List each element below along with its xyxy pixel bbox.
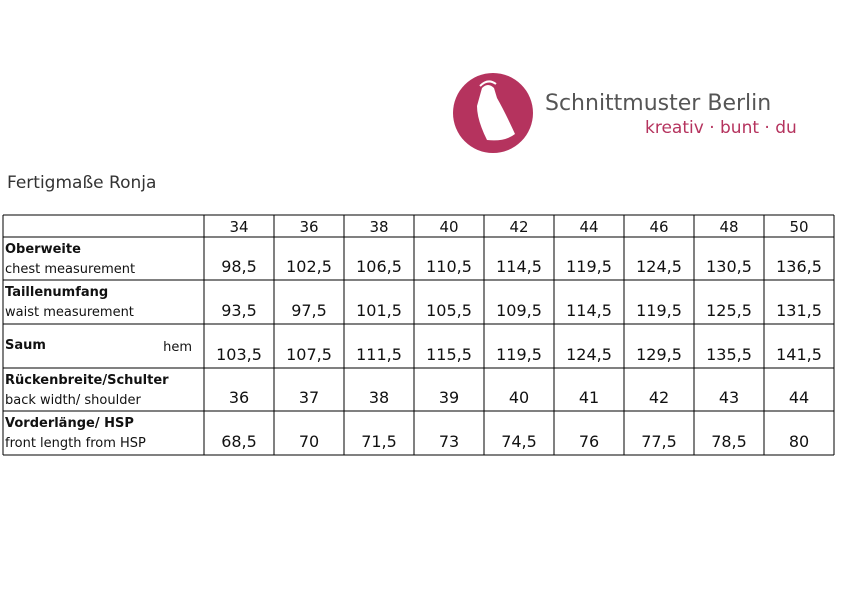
size-header: 42 [509, 218, 528, 236]
cell-value: 102,5 [286, 257, 332, 276]
cell-value: 130,5 [706, 257, 752, 276]
cell-value: 107,5 [286, 345, 332, 364]
logo: Schnittmuster Berlin kreativ · bunt · du [453, 73, 797, 153]
size-header: 48 [719, 218, 738, 236]
cell-value: 41 [579, 388, 599, 407]
row-label: Vorderlänge/ HSP [5, 416, 134, 431]
cell-value: 73 [439, 432, 459, 451]
cell-value: 71,5 [361, 432, 397, 451]
cell-value: 80 [789, 432, 809, 451]
cell-value: 105,5 [426, 301, 472, 320]
row-sublabel: front length from HSP [5, 436, 146, 451]
size-header: 40 [439, 218, 458, 236]
size-header: 46 [649, 218, 668, 236]
cell-value: 40 [509, 388, 529, 407]
logo-tagline: kreativ · bunt · du [645, 118, 797, 138]
row-sublabel: waist measurement [5, 305, 134, 320]
cell-value: 124,5 [636, 257, 682, 276]
row-label: Saum [5, 338, 46, 353]
cell-value: 103,5 [216, 345, 262, 364]
size-header: 36 [299, 218, 318, 236]
cell-value: 39 [439, 388, 459, 407]
logo-hanger [479, 80, 497, 87]
cell-value: 44 [789, 388, 809, 407]
row-sublabel: hem [163, 340, 192, 355]
cell-value: 74,5 [501, 432, 537, 451]
cell-value: 135,5 [706, 345, 752, 364]
cell-value: 70 [299, 432, 319, 451]
cell-value: 124,5 [566, 345, 612, 364]
cell-value: 115,5 [426, 345, 472, 364]
cell-value: 119,5 [496, 345, 542, 364]
row-label: Oberweite [5, 242, 81, 257]
row-label: Taillenumfang [5, 285, 108, 300]
cell-value: 98,5 [221, 257, 257, 276]
logo-dress [477, 85, 515, 141]
cell-value: 129,5 [636, 345, 682, 364]
cell-value: 136,5 [776, 257, 822, 276]
cell-value: 36 [229, 388, 249, 407]
size-header: 50 [789, 218, 808, 236]
title: Fertigmaße Ronja [7, 173, 156, 193]
cell-value: 110,5 [426, 257, 472, 276]
cell-value: 93,5 [221, 301, 257, 320]
cell-value: 106,5 [356, 257, 402, 276]
cell-value: 68,5 [221, 432, 257, 451]
row-sublabel: chest measurement [5, 262, 135, 277]
logo-name: Schnittmuster Berlin [545, 91, 771, 116]
cell-value: 131,5 [776, 301, 822, 320]
cell-value: 77,5 [641, 432, 677, 451]
size-header: 44 [579, 218, 598, 236]
cell-value: 119,5 [566, 257, 612, 276]
cell-value: 125,5 [706, 301, 752, 320]
cell-value: 111,5 [356, 345, 402, 364]
cell-value: 141,5 [776, 345, 822, 364]
cell-value: 109,5 [496, 301, 542, 320]
row-sublabel: back width/ shoulder [5, 393, 141, 408]
cell-value: 42 [649, 388, 669, 407]
cell-value: 37 [299, 388, 319, 407]
cell-value: 114,5 [496, 257, 542, 276]
cell-value: 119,5 [636, 301, 682, 320]
cell-value: 114,5 [566, 301, 612, 320]
size-header: 34 [229, 218, 248, 236]
cell-value: 76 [579, 432, 599, 451]
cell-value: 43 [719, 388, 739, 407]
cell-value: 38 [369, 388, 389, 407]
size-header: 38 [369, 218, 388, 236]
cell-value: 78,5 [711, 432, 747, 451]
cell-value: 101,5 [356, 301, 402, 320]
row-label: Rückenbreite/Schulter [5, 373, 169, 388]
cell-value: 97,5 [291, 301, 327, 320]
size-table: 34 36 38 40 42 44 46 48 50 Oberweite chest measure… [2, 214, 835, 456]
